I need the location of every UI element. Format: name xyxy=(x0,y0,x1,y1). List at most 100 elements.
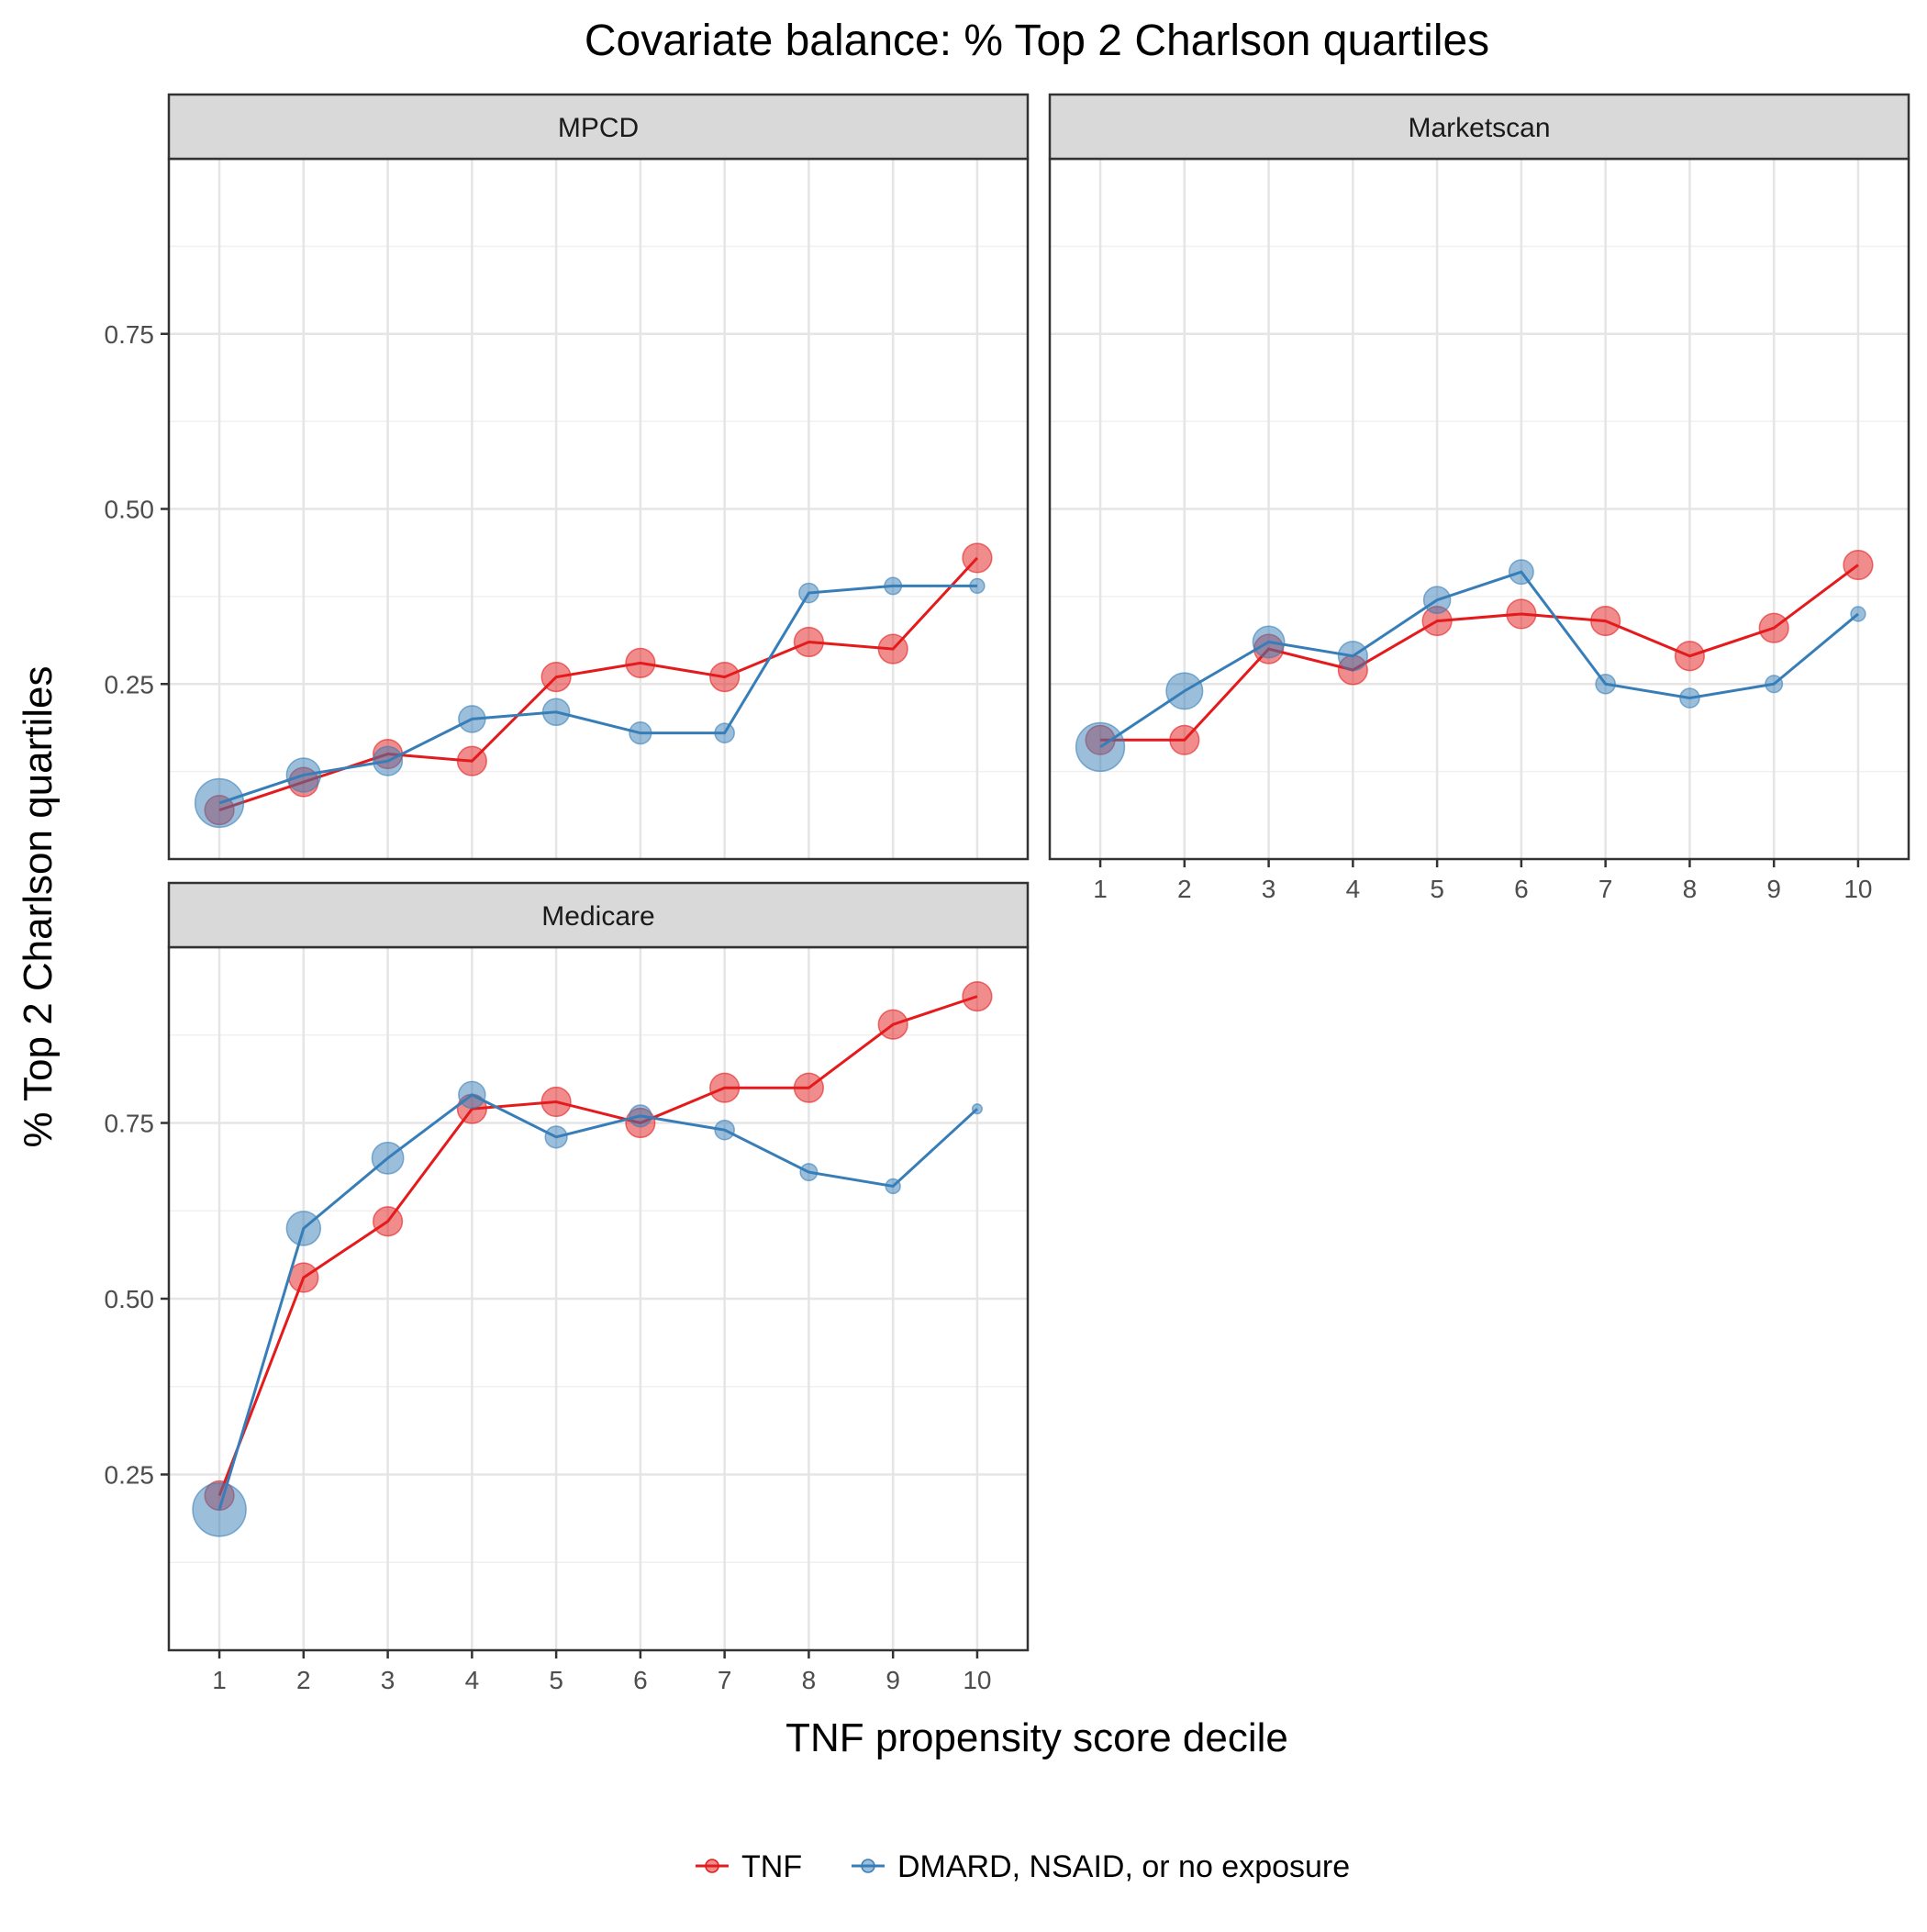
x-tick-label: 5 xyxy=(549,1666,563,1694)
facet-strip xyxy=(167,93,1030,161)
y-tick-label: 0.50 xyxy=(105,1285,155,1313)
x-tick-label: 3 xyxy=(381,1666,395,1694)
x-tick-label: 9 xyxy=(886,1666,900,1694)
data-point xyxy=(884,576,903,596)
facet-panel-medicare: Medicare 0.25 0.50 0.75 1 2 3 4 5 6 7 8 9 10 xyxy=(105,881,1030,1694)
facet-panel-mpcd: MPCD 0.25 0.50 0.75 xyxy=(105,93,1030,861)
data-point xyxy=(540,1086,572,1118)
data-point xyxy=(629,1104,652,1128)
data-point xyxy=(372,745,404,776)
series-line-dmard xyxy=(218,584,977,805)
data-point xyxy=(285,1211,322,1246)
data-point xyxy=(1508,559,1534,586)
facet-strip-label: MPCD xyxy=(558,113,639,143)
data-point xyxy=(458,705,486,733)
x-tick-label: 1 xyxy=(212,1666,227,1694)
x-tick-label: 6 xyxy=(1514,875,1529,903)
x-tick-label: 7 xyxy=(718,1666,732,1694)
data-point xyxy=(1337,641,1368,672)
data-point xyxy=(458,1080,486,1110)
x-tick-label: 4 xyxy=(465,1666,480,1694)
y-tick-label: 0.25 xyxy=(105,670,155,698)
data-point xyxy=(962,981,993,1012)
x-axis-label: TNF propensity score decile xyxy=(785,1715,1288,1760)
data-point xyxy=(625,647,656,678)
y-tick-label: 0.25 xyxy=(105,1461,155,1490)
facet-strip xyxy=(167,881,1030,949)
x-tick-label: 1 xyxy=(1093,875,1108,903)
x-tick-label: 2 xyxy=(1177,875,1192,903)
data-point xyxy=(799,1163,819,1182)
chart-title: Covariate balance: % Top 2 Charlson quar… xyxy=(585,17,1489,65)
data-point xyxy=(1674,641,1706,672)
y-tick-label: 0.75 xyxy=(105,1110,155,1138)
x-tick-label: 4 xyxy=(1346,875,1361,903)
legend-label: TNF xyxy=(741,1849,802,1884)
data-point xyxy=(372,1206,404,1237)
data-point xyxy=(971,1103,983,1115)
legend-key-point xyxy=(861,1859,875,1873)
data-point xyxy=(285,757,322,793)
x-tick-label: 10 xyxy=(963,1666,991,1694)
data-point xyxy=(877,1009,908,1040)
data-point xyxy=(1765,675,1784,694)
facet-strip xyxy=(1048,93,1910,161)
data-point xyxy=(793,626,825,658)
data-point xyxy=(1679,687,1700,709)
data-point xyxy=(1506,598,1537,630)
data-point xyxy=(714,1119,735,1141)
data-point xyxy=(541,698,571,727)
series-line-dmard xyxy=(217,1093,978,1511)
x-tick-label: 9 xyxy=(1766,875,1781,903)
series-line-tnf xyxy=(217,995,978,1497)
x-tick-label: 7 xyxy=(1598,875,1613,903)
series-line-tnf xyxy=(1100,564,1859,742)
data-point xyxy=(192,1482,247,1537)
data-point xyxy=(288,1262,319,1293)
data-point xyxy=(1843,549,1874,581)
data-point xyxy=(629,721,652,745)
data-point xyxy=(544,1125,568,1149)
x-tick-label: 8 xyxy=(802,1666,817,1694)
y-tick-label: 0.50 xyxy=(105,496,155,524)
data-point xyxy=(371,1141,405,1175)
data-point xyxy=(1595,673,1616,695)
data-point xyxy=(709,1072,741,1103)
x-tick-label: 3 xyxy=(1262,875,1276,903)
data-point xyxy=(714,722,735,743)
legend-key-point xyxy=(705,1859,719,1873)
data-point xyxy=(885,1178,901,1195)
data-point xyxy=(1075,721,1126,773)
data-point xyxy=(1850,606,1866,622)
data-point xyxy=(1422,586,1452,614)
facet-strip-label: Marketscan xyxy=(1408,113,1550,143)
data-point xyxy=(1169,724,1200,755)
x-tick-label: 8 xyxy=(1683,875,1698,903)
data-point xyxy=(709,662,741,693)
x-tick-label: 5 xyxy=(1430,875,1444,903)
data-point xyxy=(1165,672,1204,710)
legend-label: DMARD, NSAID, or no exposure xyxy=(897,1849,1350,1884)
y-axis-label: % Top 2 Charlson quartiles xyxy=(16,665,61,1147)
facet-strip-label: Medicare xyxy=(541,901,654,932)
series-line-dmard xyxy=(1099,570,1859,749)
data-point xyxy=(962,542,993,574)
data-point xyxy=(877,633,908,664)
data-point xyxy=(793,1072,825,1103)
x-tick-label: 2 xyxy=(296,1666,311,1694)
data-point xyxy=(969,577,986,595)
x-tick-label: 6 xyxy=(633,1666,648,1694)
data-point xyxy=(1590,605,1621,637)
data-point xyxy=(1758,612,1789,643)
data-point xyxy=(540,662,572,693)
legend: TNF DMARD, NSAID, or no exposure xyxy=(696,1849,1350,1884)
data-point xyxy=(1252,625,1286,659)
x-tick-label: 10 xyxy=(1843,875,1872,903)
y-tick-label: 0.75 xyxy=(105,320,155,349)
data-point xyxy=(798,582,819,604)
facet-panel-marketscan: Marketscan 1 2 3 4 5 6 7 8 9 10 xyxy=(1048,93,1910,903)
data-point xyxy=(194,777,245,829)
